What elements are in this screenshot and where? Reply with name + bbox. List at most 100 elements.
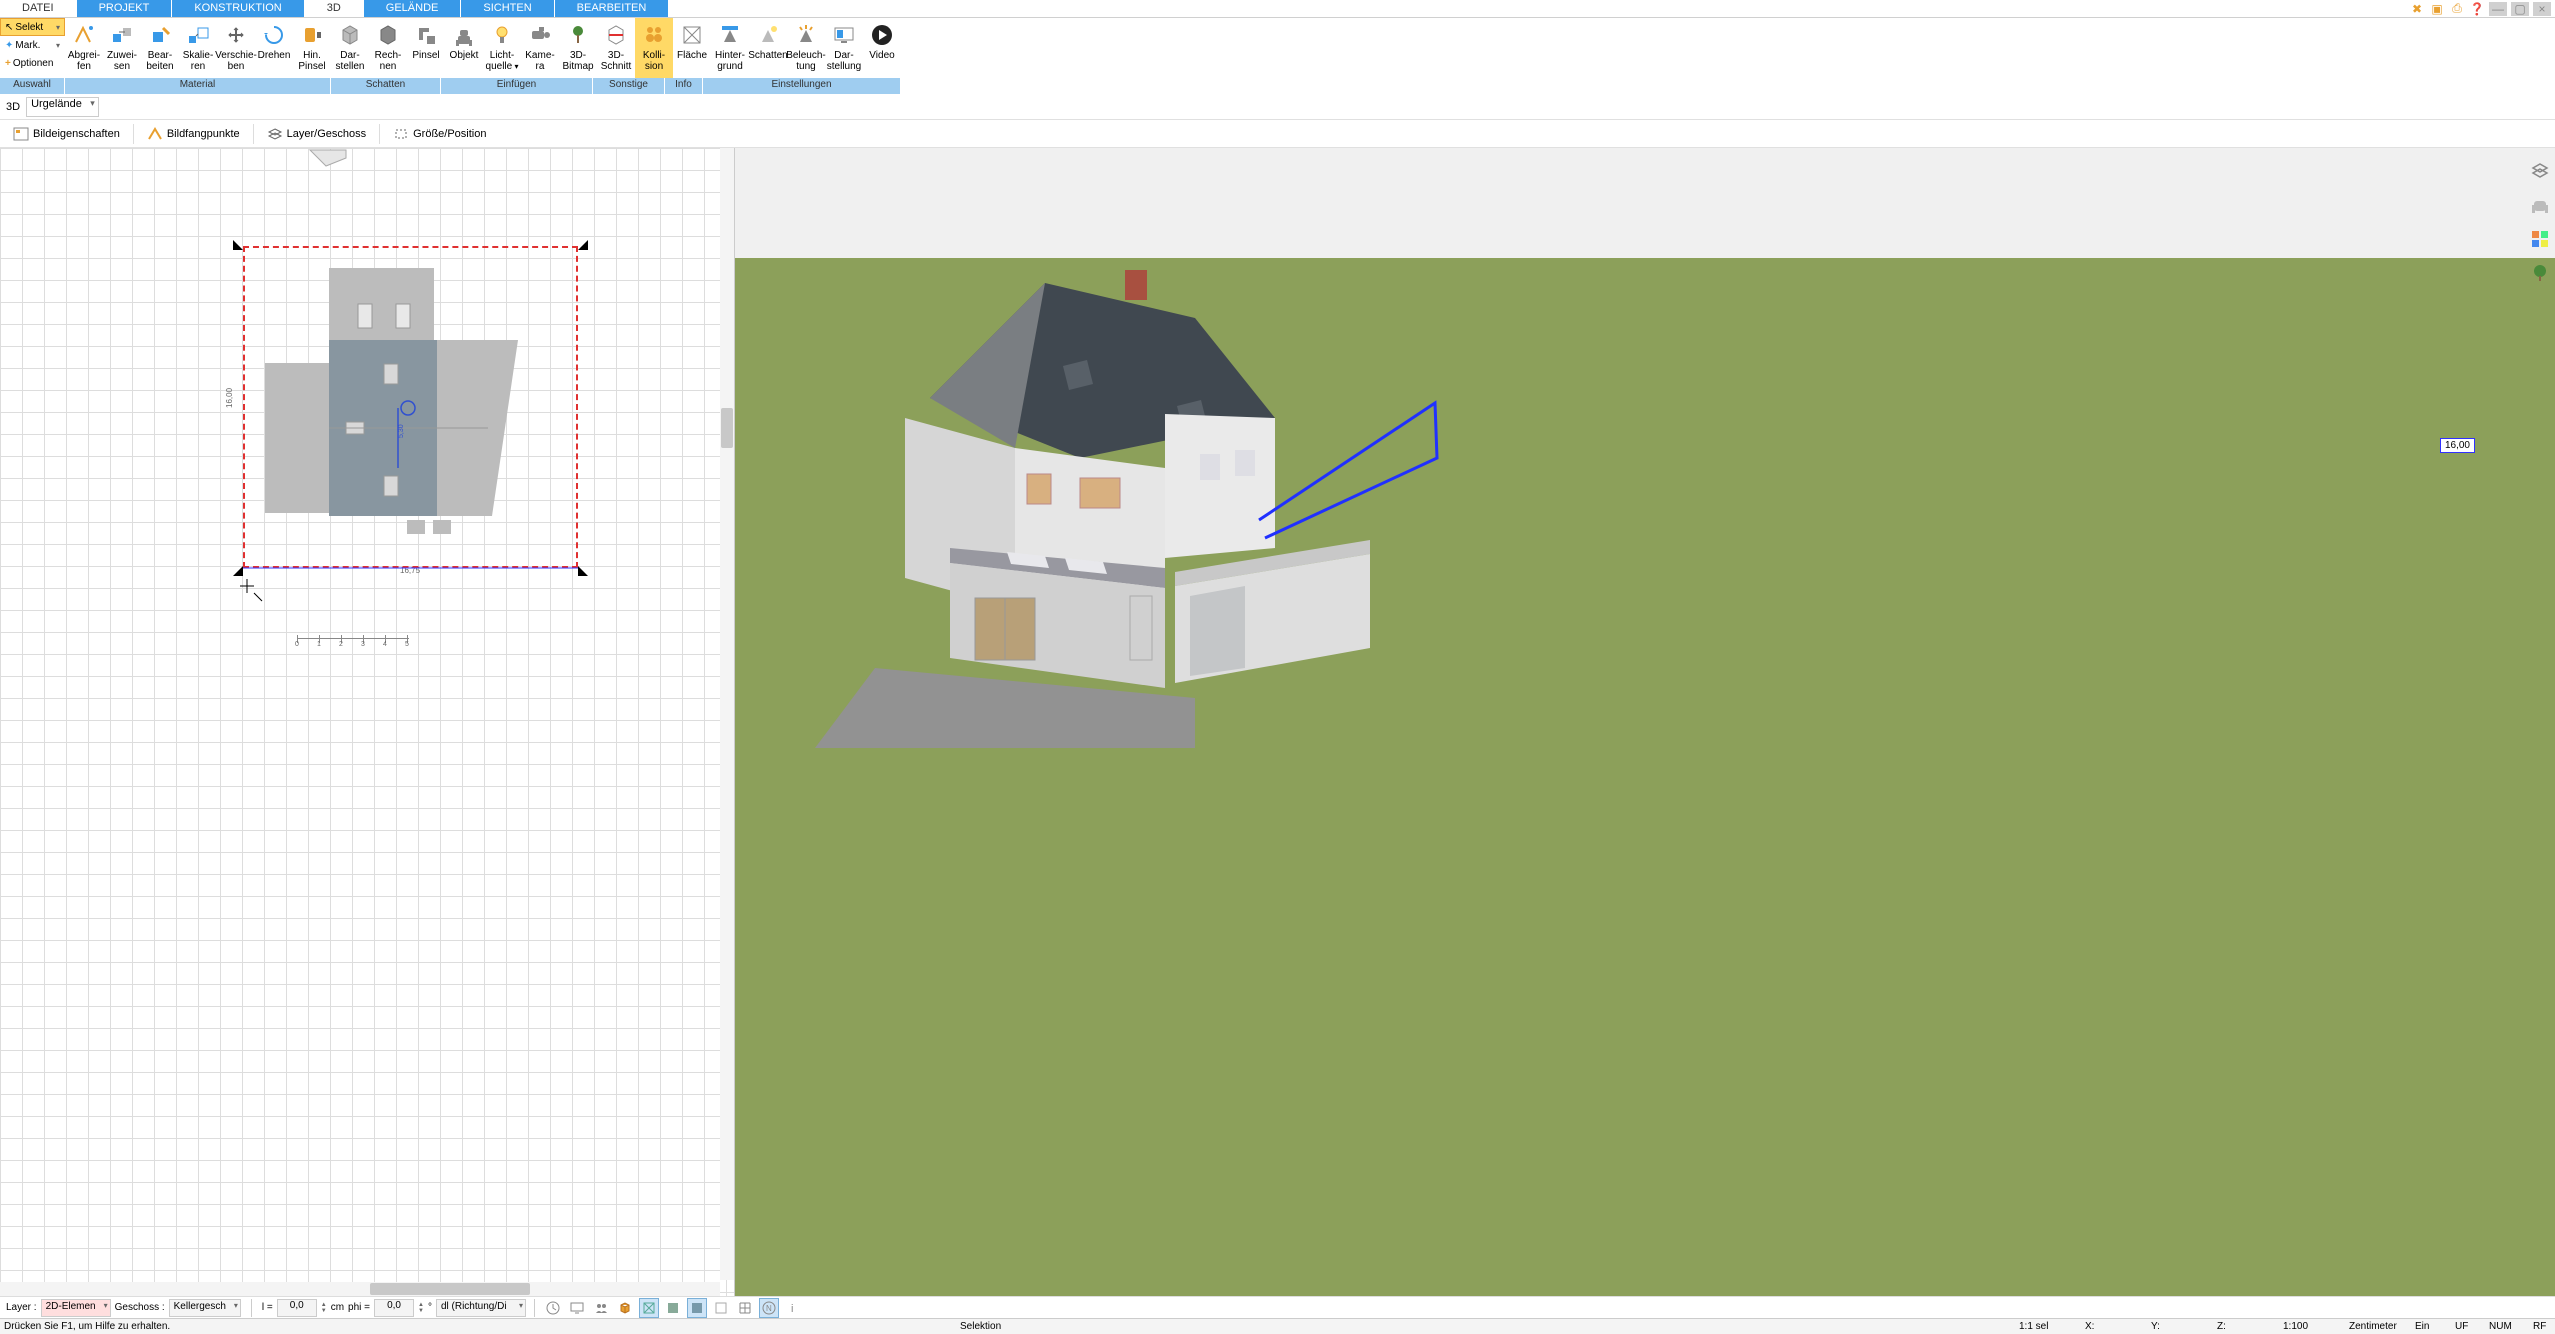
2d-view-pane[interactable]: 5,30 16,00 16,75 0 1 2 3 4 5 <box>0 148 735 1296</box>
tool-label: Pinsel <box>412 50 439 61</box>
selekt-label: Selekt <box>15 22 43 33</box>
layer-geschoss-button[interactable]: Layer/Geschoss <box>258 123 375 145</box>
palette-icon[interactable] <box>2529 228 2551 250</box>
outline-icon[interactable] <box>711 1298 731 1318</box>
cube-icon[interactable] <box>615 1298 635 1318</box>
layers-icon[interactable] <box>2529 160 2551 182</box>
north-icon[interactable]: N <box>759 1298 779 1318</box>
bildfangpunkte-button[interactable]: Bildfangpunkte <box>138 123 249 145</box>
vertical-scrollbar[interactable] <box>720 148 734 1280</box>
l-spinner[interactable]: ▲▼ <box>321 1302 327 1314</box>
layer-select[interactable]: 2D-Elemen <box>41 1299 111 1317</box>
monitor-icon[interactable] <box>567 1298 587 1318</box>
chevron-down-icon: ▾ <box>56 23 60 32</box>
menu-gelaende[interactable]: GELÄNDE <box>364 0 462 17</box>
separator <box>253 124 254 144</box>
texture-icon[interactable] <box>687 1298 707 1318</box>
phi-label: phi = <box>348 1302 370 1313</box>
ribbon-tool-12[interactable]: Kame-ra <box>521 18 559 78</box>
geschoss-select[interactable]: Kellergesch <box>169 1299 241 1317</box>
tool-label: Abgrei-fen <box>68 50 100 72</box>
maximize-icon[interactable]: ▢ <box>2511 2 2529 16</box>
ribbon-tool-5[interactable]: Drehen <box>255 18 293 78</box>
ribbon-tool-3[interactable]: Skalie-ren <box>179 18 217 78</box>
ribbon-tool-18[interactable]: Schatten <box>749 18 787 78</box>
tool-icon <box>603 22 629 48</box>
scroll-thumb[interactable] <box>370 1283 530 1295</box>
menu-projekt[interactable]: PROJEKT <box>77 0 173 17</box>
phi-input[interactable]: 0,0 <box>374 1299 414 1317</box>
menu-3d[interactable]: 3D <box>305 0 364 17</box>
strip-label: Größe/Position <box>413 128 486 140</box>
ribbon-tool-11[interactable]: Licht-quelle ▾ <box>483 18 521 78</box>
screen-icon[interactable]: ▣ <box>2429 1 2445 17</box>
shade-icon[interactable] <box>663 1298 683 1318</box>
ribbon-tool-14[interactable]: 3D-Schnitt <box>597 18 635 78</box>
sub-bar: 3D Urgelände <box>0 94 2555 120</box>
ribbon-tool-6[interactable]: Hin.Pinsel <box>293 18 331 78</box>
ribbon-tool-15[interactable]: Kolli-sion <box>635 18 673 78</box>
ribbon-tool-10[interactable]: Objekt <box>445 18 483 78</box>
ribbon-tool-8[interactable]: Rech-nen <box>369 18 407 78</box>
ribbon-tool-17[interactable]: Hinter-grund <box>711 18 749 78</box>
ribbon-tool-7[interactable]: Dar-stellen <box>331 18 369 78</box>
ribbon-tool-13[interactable]: 3D-Bitmap <box>559 18 597 78</box>
bildeigenschaften-button[interactable]: Bildeigenschaften <box>4 123 129 145</box>
mark-button[interactable]: ✦ Mark. ▾ <box>0 36 65 54</box>
selekt-button[interactable]: ↖ Selekt ▾ <box>0 18 65 36</box>
tree-icon[interactable] <box>2529 262 2551 284</box>
l-input[interactable]: 0,0 <box>277 1299 317 1317</box>
people-icon[interactable] <box>591 1298 611 1318</box>
menu-sichten[interactable]: SICHTEN <box>461 0 554 17</box>
clock-icon[interactable] <box>543 1298 563 1318</box>
scroll-thumb[interactable] <box>721 408 733 448</box>
tool-icon <box>831 22 857 48</box>
ribbon-tool-4[interactable]: Verschie-ben <box>217 18 255 78</box>
tool-icon <box>109 22 135 48</box>
cursor-icon: ↖ <box>5 22 13 33</box>
close-icon[interactable]: × <box>2533 2 2551 16</box>
horizontal-scrollbar[interactable] <box>0 1282 720 1296</box>
minimize-icon[interactable]: — <box>2489 2 2507 16</box>
tool-icon[interactable]: ✖ <box>2409 1 2425 17</box>
status-help-text: Drücken Sie F1, um Hilfe zu erhalten. <box>4 1321 944 1332</box>
tool-label: Zuwei-sen <box>107 50 137 72</box>
ribbon-tools: Abgrei-fen Zuwei-senBear-beitenSkalie-ren… <box>65 18 901 78</box>
menu-bearbeiten[interactable]: BEARBEITEN <box>555 0 670 17</box>
help-icon[interactable]: ❓ <box>2469 1 2485 17</box>
menu-konstruktion[interactable]: KONSTRUKTION <box>172 0 304 17</box>
groesse-position-button[interactable]: Größe/Position <box>384 123 495 145</box>
ribbon-tool-16[interactable]: Fläche <box>673 18 711 78</box>
menu-datei[interactable]: DATEI <box>0 0 77 17</box>
ribbon-tool-19[interactable]: Beleuch-tung <box>787 18 825 78</box>
phi-spinner[interactable]: ▲▼ <box>418 1302 424 1314</box>
tool-label: Rech-nen <box>375 50 402 72</box>
print-icon[interactable]: ⎙ <box>2449 1 2465 17</box>
status-unit: Zentimeter <box>2349 1321 2399 1332</box>
tool-icon <box>375 22 401 48</box>
ribbon-tool-9[interactable]: Pinsel <box>407 18 445 78</box>
terrain-select[interactable]: Urgelände <box>26 97 99 117</box>
ribbon-tool-0[interactable]: Abgrei-fen <box>65 18 103 78</box>
bottom-bar: Layer : 2D-Elemen Geschoss : Kellergesch… <box>0 1296 2555 1318</box>
ribbon-tool-2[interactable]: Bear-beiten <box>141 18 179 78</box>
ribbon-group-label: Auswahl <box>0 78 65 94</box>
ribbon-tool-1[interactable]: Zuwei-sen <box>103 18 141 78</box>
3d-view-pane[interactable]: 16,00 <box>735 148 2555 1296</box>
info-icon[interactable]: i <box>783 1298 803 1318</box>
direction-select[interactable]: dl (Richtung/Di <box>436 1299 526 1317</box>
tool-icon <box>641 22 667 48</box>
ribbon-tool-20[interactable]: Dar-stellung <box>825 18 863 78</box>
optionen-button[interactable]: + Optionen <box>0 54 65 72</box>
tool-icon <box>223 22 249 48</box>
separator <box>534 1299 535 1317</box>
tool-icon <box>413 22 439 48</box>
status-uf: UF <box>2455 1321 2473 1332</box>
selection-box[interactable] <box>243 246 578 568</box>
wireframe-icon[interactable] <box>639 1298 659 1318</box>
tool-icon <box>71 22 97 48</box>
ribbon-tool-21[interactable]: Video <box>863 18 901 78</box>
grid-toggle-icon[interactable] <box>735 1298 755 1318</box>
tool-label: Hinter-grund <box>715 50 745 72</box>
furniture-icon[interactable] <box>2529 194 2551 216</box>
